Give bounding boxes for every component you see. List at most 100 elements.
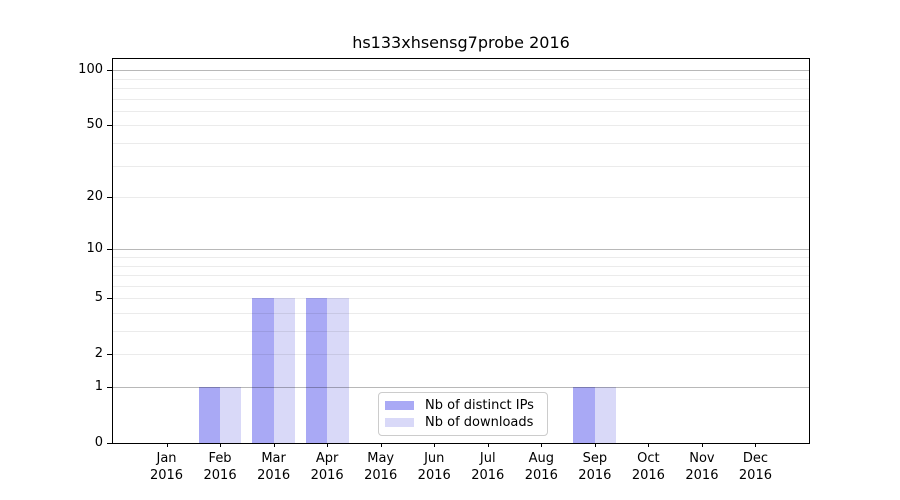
x-tick-mark — [701, 443, 703, 447]
legend: Nb of distinct IPs Nb of downloads — [378, 392, 548, 436]
major-gridline — [113, 70, 809, 72]
x-tick-month: Jun — [424, 451, 445, 466]
x-tick-year: 2016 — [738, 468, 772, 483]
legend-label-downloads: Nb of downloads — [425, 415, 534, 431]
x-tick-mark — [594, 443, 596, 447]
minor-gridline — [113, 143, 809, 144]
x-tick-month: Feb — [208, 451, 232, 466]
legend-label-distinct-ips: Nb of distinct IPs — [425, 397, 534, 413]
bar-mar-downloads — [273, 298, 296, 443]
y-tick-mark — [107, 443, 112, 444]
minor-gridline — [113, 165, 809, 167]
y-tick-label: 10 — [86, 241, 103, 257]
x-tick-year: 2016 — [631, 468, 665, 483]
x-tick-mark — [327, 443, 329, 447]
y-tick-label: 2 — [94, 346, 103, 362]
bar-feb-distinct-ips — [198, 387, 221, 443]
y-tick-mark — [107, 125, 112, 127]
x-tick-year: 2016 — [417, 468, 451, 483]
y-tick-label: 50 — [86, 117, 103, 133]
minor-gridline — [113, 275, 809, 277]
legend-entry-downloads: Nb of downloads — [385, 415, 541, 430]
minor-gridline — [113, 125, 809, 127]
x-tick-mark — [220, 443, 222, 447]
x-tick-month: Mar — [261, 451, 286, 466]
bar-mar-distinct-ips — [252, 298, 274, 443]
y-tick-label: 5 — [94, 290, 103, 306]
x-tick-month: Aug — [528, 451, 554, 466]
bar-feb-downloads — [220, 387, 242, 443]
x-tick-month: Apr — [315, 451, 339, 466]
y-tick-mark — [107, 249, 112, 251]
legend-swatch-distinct-ips — [385, 400, 414, 410]
bar-sep-distinct-ips — [573, 387, 595, 443]
x-tick-month: Jul — [479, 451, 496, 466]
x-tick-mark — [380, 443, 382, 447]
y-tick-label: 20 — [86, 189, 103, 205]
x-tick-year: 2016 — [310, 468, 344, 483]
x-tick-year: 2016 — [578, 468, 612, 483]
x-tick-year: 2016 — [685, 468, 719, 483]
x-tick-label: Jun 2016 — [402, 450, 466, 484]
x-tick-month: Sep — [582, 451, 608, 466]
x-tick-month: Oct — [637, 451, 660, 466]
x-tick-label: Apr 2016 — [295, 450, 359, 484]
minor-gridline — [113, 256, 809, 258]
y-tick-label: 100 — [78, 62, 103, 78]
minor-gridline — [113, 265, 809, 267]
legend-entry-distinct-ips: Nb of distinct IPs — [385, 398, 541, 413]
minor-gridline — [113, 110, 809, 112]
x-tick-mark — [166, 443, 168, 447]
x-tick-month: Dec — [742, 451, 769, 466]
x-tick-year: 2016 — [257, 468, 291, 483]
x-tick-label: Mar 2016 — [242, 450, 306, 484]
minor-gridline — [113, 331, 809, 332]
minor-gridline — [113, 197, 809, 199]
y-tick-mark — [107, 387, 112, 388]
x-tick-mark — [487, 443, 489, 447]
x-tick-label: Feb 2016 — [188, 450, 252, 484]
y-tick-mark — [107, 354, 112, 356]
x-tick-label: Dec 2016 — [723, 450, 787, 484]
x-tick-mark — [541, 443, 543, 447]
bar-sep-downloads — [594, 387, 617, 443]
bar-apr-downloads — [327, 298, 349, 443]
minor-gridline — [113, 298, 809, 300]
x-tick-label: May 2016 — [349, 450, 413, 484]
major-gridline — [113, 249, 809, 251]
minor-gridline — [113, 354, 809, 356]
x-tick-label: Aug 2016 — [509, 450, 573, 484]
x-tick-year: 2016 — [524, 468, 558, 483]
x-tick-year: 2016 — [203, 468, 237, 483]
y-tick-mark — [107, 298, 112, 300]
minor-gridline — [113, 285, 809, 287]
x-tick-label: Jul 2016 — [456, 450, 520, 484]
chart-title: hs133xhsensg7probe 2016 — [352, 33, 570, 52]
x-tick-label: Oct 2016 — [616, 450, 680, 484]
y-tick-label: 0 — [94, 435, 103, 450]
x-tick-month: Jan — [156, 451, 177, 466]
bar-apr-distinct-ips — [305, 298, 328, 443]
x-tick-year: 2016 — [149, 468, 184, 483]
x-tick-month: May — [367, 451, 395, 466]
y-tick-mark — [107, 70, 112, 72]
y-tick-label: 1 — [94, 379, 103, 394]
minor-gridline — [113, 98, 809, 100]
minor-gridline — [113, 312, 809, 314]
x-tick-mark — [755, 443, 757, 447]
x-tick-mark — [273, 443, 275, 447]
x-tick-label: Nov 2016 — [670, 450, 734, 484]
x-tick-mark — [434, 443, 436, 447]
legend-swatch-downloads — [385, 418, 414, 428]
minor-gridline — [113, 78, 809, 80]
x-tick-year: 2016 — [364, 468, 398, 483]
major-gridline — [113, 387, 809, 388]
x-tick-year: 2016 — [471, 468, 505, 483]
x-tick-label: Jan 2016 — [135, 450, 199, 484]
x-tick-month: Nov — [689, 451, 715, 466]
x-tick-mark — [648, 443, 650, 447]
minor-gridline — [113, 88, 809, 89]
x-tick-label: Sep 2016 — [563, 450, 627, 484]
y-tick-mark — [107, 197, 112, 199]
